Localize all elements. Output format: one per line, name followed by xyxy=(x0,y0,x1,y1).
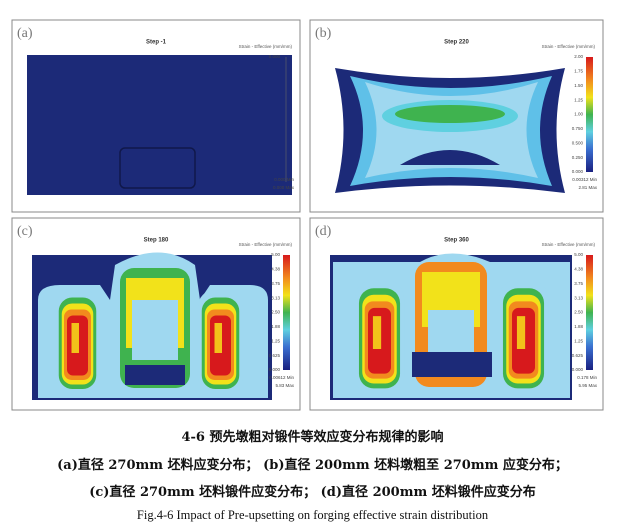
figure: (a) Step -1 Strain - Effective (mm/mm) 0.00… xyxy=(11,19,604,411)
panel-title: Step -1 xyxy=(146,40,167,46)
scale-label: 2.50 xyxy=(574,310,583,315)
scale-label: 1.88 xyxy=(574,324,583,329)
scale-label: 0.000 xyxy=(572,169,584,174)
scale-label: 0.500 xyxy=(572,140,584,145)
scale-label: 0.000 xyxy=(269,367,281,372)
panel-label: (d) xyxy=(315,224,332,239)
max-label: 2.81 Max xyxy=(578,185,597,190)
scale-label: 1.50 xyxy=(574,83,583,88)
panel-frame xyxy=(309,217,604,411)
panel-frame xyxy=(309,19,604,213)
scale-label: 1.75 xyxy=(574,69,583,74)
caption-line: (c)直径 270mm 坯料锻件应变分布； (d)直径 200mm 坯料锻件应变… xyxy=(89,485,536,500)
panel-title: Step 360 xyxy=(444,238,469,244)
scale-label: 2.50 xyxy=(271,310,280,315)
scale-label: 1.25 xyxy=(574,338,583,343)
scale-label: 0.250 xyxy=(572,155,584,160)
legend-title: Strain - Effective (mm/mm) xyxy=(239,242,293,247)
sim-d xyxy=(330,253,572,400)
scale-label: 1.25 xyxy=(574,97,583,102)
scale-label: 1.25 xyxy=(271,338,280,343)
panel-label: (a) xyxy=(17,26,33,41)
scale-label: 3.75 xyxy=(574,281,583,286)
legend-title: Strain - Effective (mm/mm) xyxy=(542,242,596,247)
scale-label: 5.00 xyxy=(574,252,583,257)
caption-title: 4-6 预先墩粗对锻件等效应变分布规律的影响 xyxy=(181,430,444,445)
scale-label: 4.38 xyxy=(271,267,280,272)
pillar xyxy=(55,290,100,395)
scale-label: 1.00 xyxy=(574,112,583,117)
scale-label: 2.00 xyxy=(574,54,583,59)
max-label: 5.95 Max xyxy=(578,383,597,388)
caption-english: Fig.4-6 Impact of Pre-upsetting on forgi… xyxy=(136,508,489,522)
panel-frame xyxy=(11,217,301,411)
scale-label: 0.750 xyxy=(572,126,584,131)
color-bar xyxy=(586,255,593,370)
scale-label: 0.625 xyxy=(572,353,584,358)
scale-label: 5.00 xyxy=(271,252,280,257)
max-label: 0.000 Max xyxy=(273,185,295,190)
legend-title: Strain - Effective (mm/mm) xyxy=(239,44,293,49)
scale-label: 0.000 xyxy=(269,54,281,59)
scale-label: 4.38 xyxy=(574,267,583,272)
caption-line: (a)直径 270mm 坯料应变分布； (b)直径 200mm 坯料墩粗至 27… xyxy=(57,458,568,473)
panel-title: Step 220 xyxy=(444,40,469,46)
panel-label: (b) xyxy=(315,26,332,41)
color-bar xyxy=(586,57,593,172)
sim-c xyxy=(32,252,272,400)
min-label: 0.178 Min xyxy=(577,375,597,380)
scale-label: 1.88 xyxy=(271,324,280,329)
sim-a xyxy=(27,55,292,195)
panel-frame xyxy=(11,19,301,213)
max-label: 5.83 Max xyxy=(275,383,294,388)
pillar xyxy=(198,290,243,395)
panel-label: (c) xyxy=(17,224,33,239)
scale-label: 3.13 xyxy=(574,295,583,300)
sim-b xyxy=(335,68,565,193)
pillar xyxy=(498,280,549,395)
min-label: 0.00612 Min xyxy=(269,375,294,380)
panel-title: Step 180 xyxy=(144,238,169,244)
scale-label: 0.000 xyxy=(572,367,584,372)
scale-label: 3.75 xyxy=(271,281,280,286)
scale-label: 3.13 xyxy=(271,295,280,300)
scale-label: 0.625 xyxy=(269,353,281,358)
color-bar xyxy=(283,255,290,370)
min-label: 0.000 Min xyxy=(274,177,294,182)
pillar xyxy=(354,280,405,395)
legend-title: Strain - Effective (mm/mm) xyxy=(542,44,596,49)
min-label: 0.00312 Min xyxy=(572,177,597,182)
